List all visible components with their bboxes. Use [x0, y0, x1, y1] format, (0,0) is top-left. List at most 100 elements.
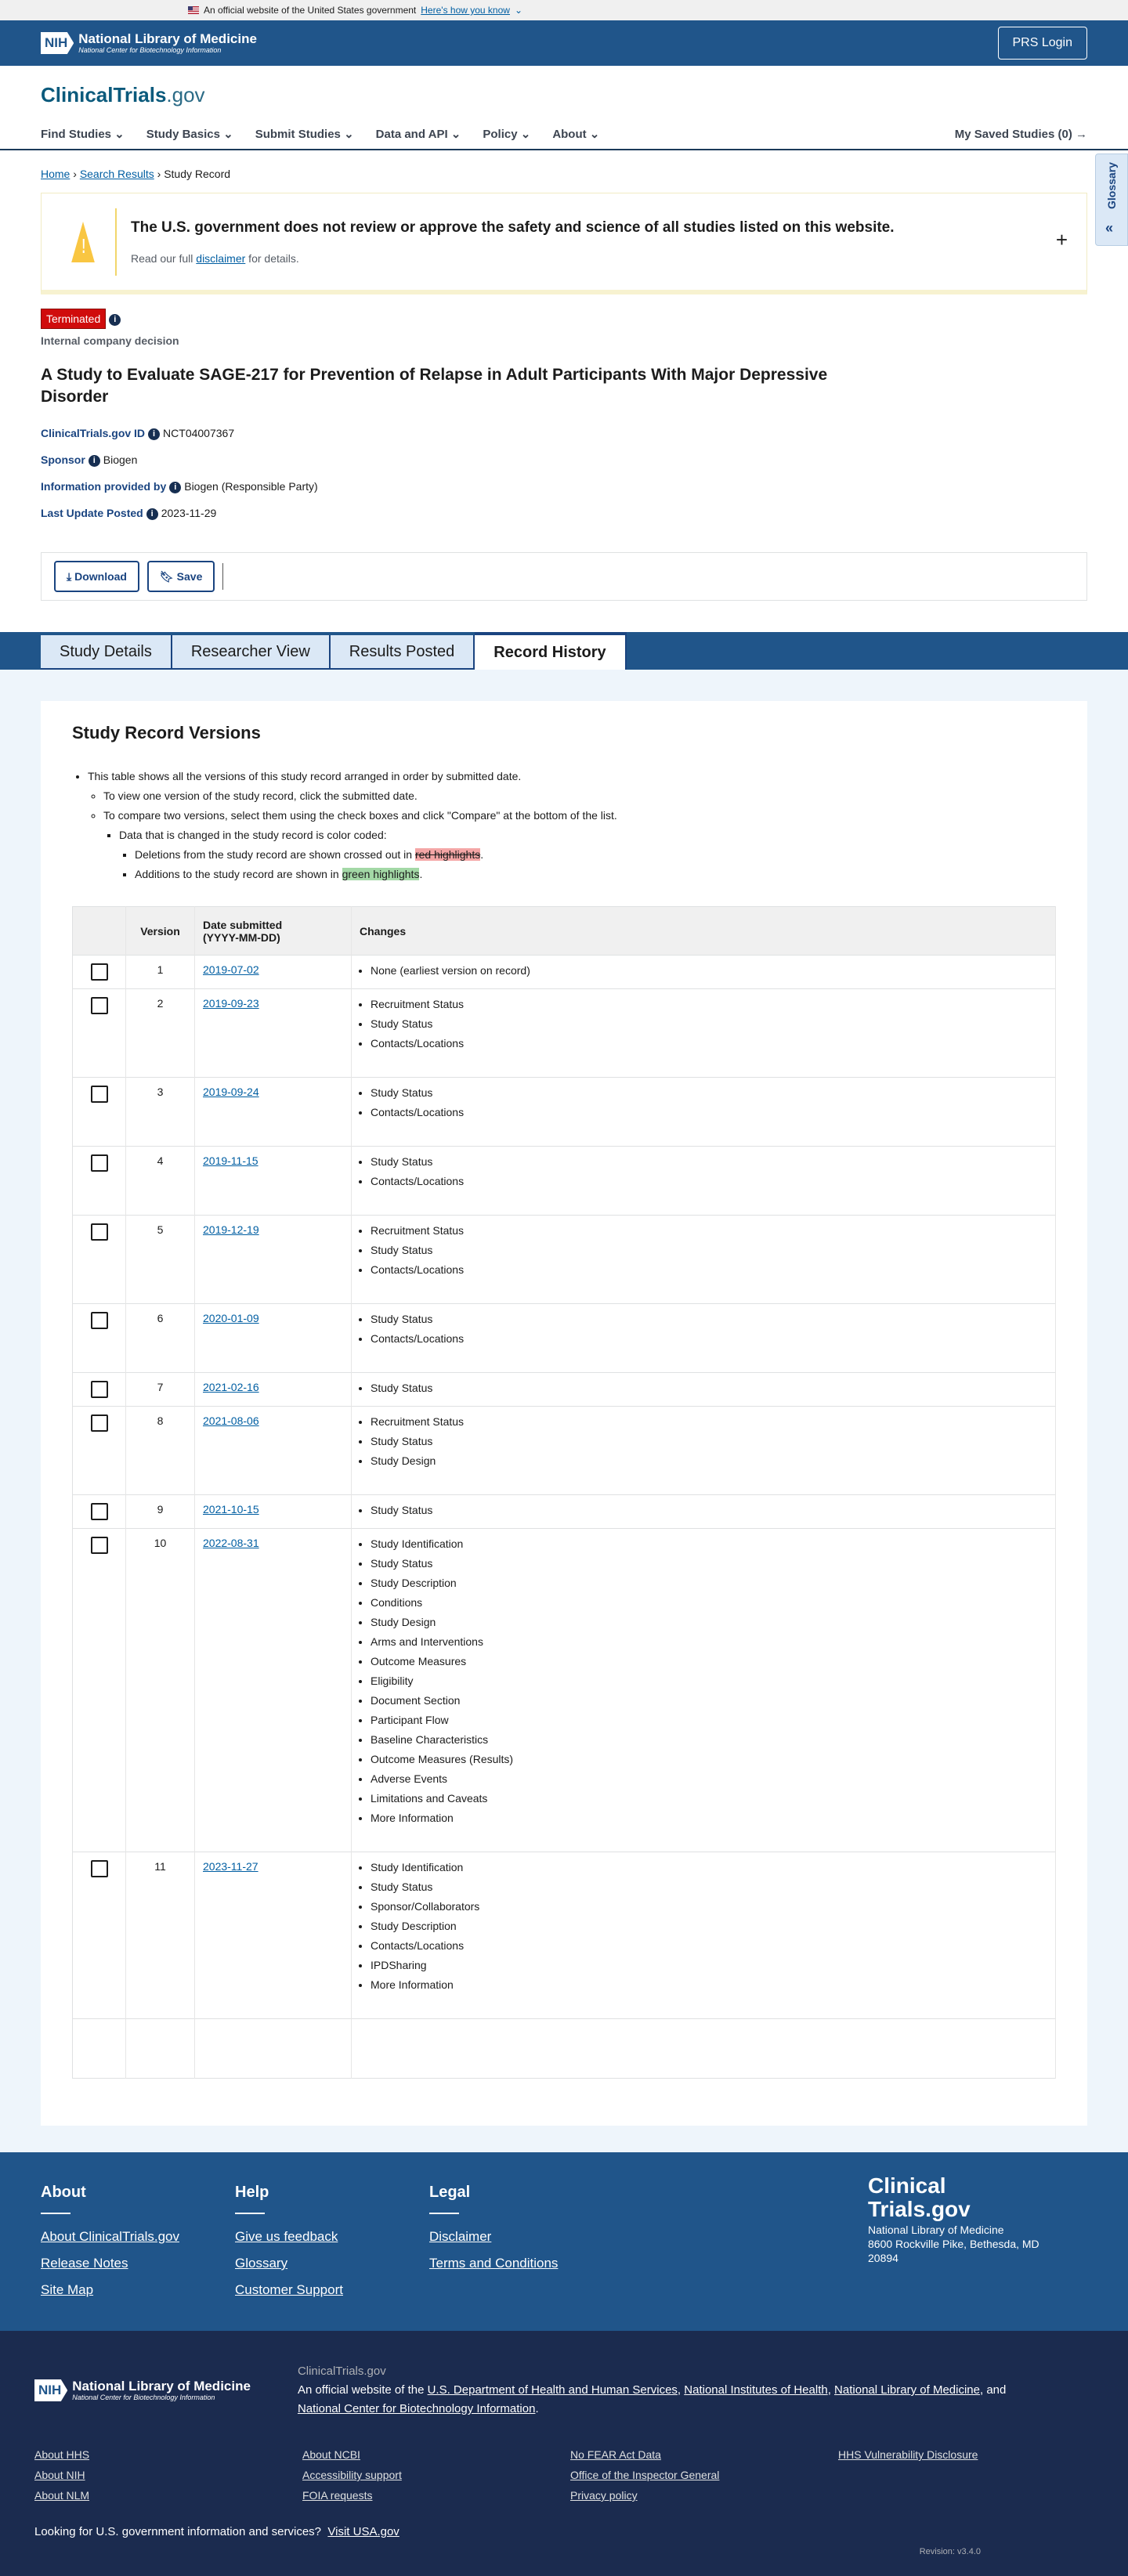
- version-checkbox[interactable]: [90, 1312, 108, 1329]
- ncbi-link[interactable]: National Center for Biotechnology Inform…: [297, 2402, 536, 2415]
- footer-top: About About ClinicalTrials.gov Release Not…: [0, 2152, 1128, 2331]
- footer-bottom-link[interactable]: HHS Vulnerability Disclosure: [838, 2448, 978, 2461]
- version-checkbox[interactable]: [90, 1381, 108, 1398]
- tab-record-history[interactable]: Record History: [475, 632, 627, 670]
- footer-link[interactable]: Release Notes: [41, 2256, 128, 2271]
- instructions-list: This table shows all the versions of thi…: [72, 767, 1056, 884]
- site-logo[interactable]: ClinicalTrials.gov: [0, 66, 1128, 119]
- footer-bottom-link[interactable]: FOIA requests: [302, 2489, 373, 2502]
- footer-link[interactable]: Disclaimer: [429, 2229, 492, 2244]
- footer-bottom-link[interactable]: About NIH: [34, 2469, 85, 2481]
- version-date-link[interactable]: 2020-01-09: [203, 1312, 259, 1324]
- note: Data that is changed in the study record…: [119, 826, 1056, 845]
- note-additions: Additions to the study record are shown …: [135, 865, 1056, 884]
- version-date-link[interactable]: 2023-11-27: [203, 1860, 258, 1873]
- footer-link[interactable]: Glossary: [235, 2256, 288, 2271]
- tab-researcher-view[interactable]: Researcher View: [172, 635, 331, 670]
- usa-gov-link[interactable]: Visit USA.gov: [327, 2525, 400, 2538]
- change-item: Study Status: [371, 1432, 1047, 1451]
- select-cell: [72, 988, 126, 1078]
- disclaimer-link[interactable]: disclaimer: [196, 251, 246, 265]
- breadcrumb-search-results[interactable]: Search Results: [79, 168, 154, 180]
- version-date-link[interactable]: 2021-08-06: [203, 1414, 259, 1427]
- info-icon[interactable]: i: [88, 454, 100, 467]
- info-icon[interactable]: i: [146, 508, 158, 520]
- change-item: Study Design: [371, 1451, 1047, 1471]
- nav-data-api[interactable]: Data and API ⌄: [375, 128, 461, 141]
- version-checkbox[interactable]: [90, 1154, 108, 1172]
- version-date-link[interactable]: 2019-12-19: [203, 1223, 259, 1236]
- disclaimer-text: Read our full disclaimer for details.: [131, 251, 299, 265]
- version-date-link[interactable]: 2022-08-31: [203, 1537, 259, 1549]
- version-checkbox[interactable]: [90, 1223, 108, 1241]
- changes-cell: Study StatusContacts/Locations: [351, 1146, 1056, 1216]
- change-item: Outcome Measures: [371, 1652, 1047, 1671]
- info-icon[interactable]: i: [148, 428, 161, 440]
- select-header: [72, 906, 126, 956]
- footer-link[interactable]: Give us feedback: [235, 2229, 338, 2244]
- nav-find-studies[interactable]: Find Studies ⌄: [41, 128, 125, 141]
- footer-bottom-link[interactable]: Accessibility support: [302, 2469, 402, 2481]
- action-bar: ⤓ Download 🔖︎ Save: [41, 552, 1087, 601]
- footer-column-about: About About ClinicalTrials.gov Release Not…: [41, 2184, 235, 2331]
- hhs-link[interactable]: U.S. Department of Health and Human Serv…: [427, 2383, 678, 2397]
- change-item: Baseline Characteristics: [371, 1730, 1047, 1750]
- breadcrumb-home[interactable]: Home: [41, 168, 70, 180]
- status-badge: Terminated: [41, 309, 107, 329]
- footer-link[interactable]: About ClinicalTrials.gov: [41, 2229, 179, 2244]
- record-versions-card: Study Record Versions This table shows a…: [41, 701, 1087, 2126]
- version-checkbox[interactable]: [90, 1414, 108, 1432]
- footer-bottom-link: [838, 2469, 1106, 2481]
- nih-link[interactable]: National Institutes of Health: [684, 2383, 828, 2397]
- footer-link[interactable]: Site Map: [41, 2282, 94, 2297]
- select-cell: [72, 1215, 126, 1304]
- version-date-link[interactable]: 2019-11-15: [203, 1154, 258, 1167]
- my-saved-studies-link[interactable]: My Saved Studies (0) →: [954, 127, 1087, 141]
- version-date-link[interactable]: 2019-09-24: [203, 1086, 259, 1098]
- version-checkbox[interactable]: [90, 1537, 108, 1554]
- footer-link[interactable]: Terms and Conditions: [429, 2256, 559, 2271]
- prs-login-button[interactable]: PRS Login: [997, 27, 1087, 60]
- nlm-logo[interactable]: NIH National Library of Medicine National…: [41, 32, 257, 54]
- note: To compare two versions, select them usi…: [103, 806, 1056, 826]
- change-item: Document Section: [371, 1691, 1047, 1711]
- version-checkbox[interactable]: [90, 1086, 108, 1103]
- change-item: Contacts/Locations: [371, 1329, 1047, 1349]
- version-date-link[interactable]: 2019-09-23: [203, 997, 259, 1010]
- nlm-link[interactable]: National Library of Medicine: [834, 2383, 980, 2397]
- expand-plus-icon[interactable]: +: [1055, 228, 1068, 251]
- version-date-link[interactable]: 2021-10-15: [203, 1503, 259, 1516]
- version-checkbox[interactable]: [90, 1503, 108, 1520]
- nav-submit-studies[interactable]: Submit Studies ⌄: [255, 128, 354, 141]
- footer-bottom-link[interactable]: About HHS: [34, 2448, 90, 2461]
- study-meta: ClinicalTrials.gov ID i NCT04007367 Sponso…: [0, 408, 1128, 533]
- version-checkbox[interactable]: [90, 1860, 108, 1877]
- date-cell: 2019-09-24: [194, 1077, 352, 1147]
- info-icon[interactable]: i: [109, 313, 121, 326]
- footer-bottom-link[interactable]: Office of the Inspector General: [570, 2469, 720, 2481]
- footer-nlm-logo[interactable]: NIH National Library of Medicine National…: [34, 2362, 251, 2419]
- info-icon[interactable]: i: [169, 481, 182, 493]
- version-checkbox[interactable]: [90, 963, 108, 981]
- version-checkbox[interactable]: [90, 997, 108, 1014]
- change-item: Study Status: [371, 1310, 1047, 1329]
- glossary-toggle[interactable]: Glossary «: [1095, 154, 1128, 246]
- footer-bottom-link[interactable]: No FEAR Act Data: [570, 2448, 661, 2461]
- change-item: Study Identification: [371, 1534, 1047, 1554]
- nav-about[interactable]: About ⌄: [552, 128, 600, 141]
- nav-study-basics[interactable]: Study Basics ⌄: [146, 128, 233, 141]
- change-item: Study Status: [371, 1501, 1047, 1520]
- footer-column-legal: Legal Disclaimer Terms and Conditions: [429, 2184, 624, 2331]
- version-date-link[interactable]: 2019-07-02: [203, 963, 259, 976]
- nav-policy[interactable]: Policy ⌄: [483, 128, 531, 141]
- version-date-link[interactable]: 2021-02-16: [203, 1381, 259, 1393]
- footer-link[interactable]: Customer Support: [235, 2282, 343, 2297]
- tab-results-posted[interactable]: Results Posted: [330, 635, 475, 670]
- tab-study-details[interactable]: Study Details: [41, 635, 172, 670]
- footer-bottom-link[interactable]: About NCBI: [302, 2448, 360, 2461]
- footer-bottom-link[interactable]: Privacy policy: [570, 2489, 638, 2502]
- footer-bottom-link[interactable]: About NLM: [34, 2489, 90, 2502]
- download-button[interactable]: ⤓ Download: [54, 561, 139, 592]
- how-you-know-link[interactable]: Here's how you know: [421, 5, 510, 16]
- save-button[interactable]: 🔖︎ Save: [146, 561, 215, 592]
